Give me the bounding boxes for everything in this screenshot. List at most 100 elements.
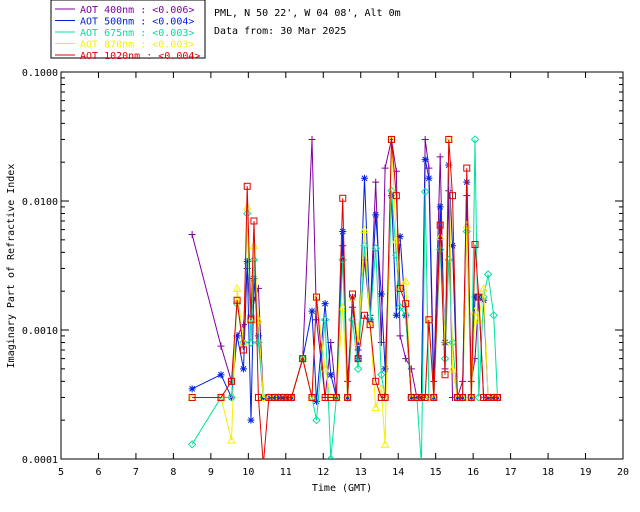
x-tick-label: 20: [617, 467, 629, 478]
legend-entry: AOT 400nm : <0.006>: [80, 5, 194, 16]
x-tick-label: 5: [58, 467, 64, 478]
data-point: [233, 296, 241, 304]
data-point: [380, 439, 390, 448]
data-point: [284, 393, 292, 401]
data-point: [474, 315, 484, 324]
data-point: [353, 364, 363, 374]
data-point: [327, 371, 335, 379]
data-point: [360, 174, 368, 182]
data-point: [421, 155, 429, 163]
data-point: [436, 203, 444, 211]
data-point: [441, 371, 449, 379]
data-point: [381, 164, 389, 172]
data-point: [217, 393, 225, 401]
data-point: [453, 393, 461, 401]
series-line: [192, 139, 498, 459]
date-label: Data from: 30 Mar 2025: [214, 26, 346, 37]
data-point: [493, 393, 501, 401]
data-point: [254, 338, 263, 347]
data-point: [339, 228, 347, 236]
data-point: [413, 393, 421, 401]
x-tick-label: 18: [542, 467, 554, 478]
data-point: [250, 217, 258, 225]
x-tick-label: 7: [133, 467, 139, 478]
data-point: [360, 256, 368, 264]
data-point: [420, 187, 430, 196]
x-tick-label: 15: [430, 467, 442, 478]
data-point: [227, 435, 236, 444]
data-point: [274, 393, 282, 401]
x-axis-ticks: 5 6 7 8 9 10 11 12 13 14 15 16 17 18 19 20: [58, 72, 629, 478]
data-point: [247, 316, 255, 324]
data-point: [459, 393, 467, 401]
data-point: [279, 393, 287, 401]
data-point: [332, 393, 340, 401]
data-point: [308, 393, 316, 401]
x-tick-label: 12: [317, 467, 329, 478]
data-point: [217, 371, 225, 379]
data-point: [239, 346, 247, 354]
data-point: [371, 403, 381, 412]
data-point: [313, 293, 321, 301]
data-point: [243, 182, 251, 190]
data-point: [425, 174, 433, 182]
y-tick-label: 0.1000: [22, 68, 58, 79]
data-point: [396, 284, 404, 292]
data-point: [254, 393, 262, 401]
data-point: [445, 135, 453, 143]
data-point: [360, 311, 368, 319]
legend-items: AOT 400nm : <0.006>AOT 500nm : <0.004>AO…: [55, 5, 200, 62]
data-point: [402, 300, 410, 308]
data-point: [449, 242, 457, 250]
legend-entry: AOT 870nm : <0.003>: [80, 40, 194, 51]
legend-entry: AOT 675nm : <0.003>: [80, 28, 194, 39]
data-point: [377, 384, 386, 393]
data-point: [475, 293, 483, 301]
data-point: [338, 302, 348, 311]
data-point: [430, 393, 438, 401]
data-point: [233, 332, 241, 340]
y-tick-label: 0.0100: [22, 197, 58, 208]
data-point: [483, 270, 493, 279]
data-point: [313, 397, 321, 405]
data-point: [188, 385, 196, 393]
data-point: [436, 221, 444, 229]
legend-box: [50, 0, 206, 59]
data-point: [188, 393, 196, 401]
data-point: [242, 202, 252, 211]
data-point: [360, 241, 369, 250]
data-point: [479, 283, 488, 292]
data-point: [227, 393, 236, 402]
data-point: [471, 293, 479, 301]
data-point: [271, 393, 279, 401]
data-point: [239, 365, 247, 373]
x-tick-label: 14: [392, 467, 404, 478]
data-point: [401, 276, 411, 285]
data-point: [321, 300, 329, 308]
data-point: [392, 311, 400, 319]
data-point: [377, 393, 385, 401]
data-point: [371, 244, 380, 253]
data-point: [435, 245, 445, 254]
data-point: [308, 307, 316, 315]
x-tick-label: 11: [280, 467, 292, 478]
data-point: [339, 194, 347, 202]
data-point: [462, 220, 472, 229]
data-point: [366, 321, 374, 329]
data-point: [449, 192, 457, 200]
data-point: [232, 283, 242, 292]
data-point: [448, 364, 457, 373]
data-point: [249, 241, 259, 250]
data-point: [188, 230, 196, 238]
legend-entry: AOT 1020nm : <0.004>: [80, 51, 200, 62]
series-layer: [187, 134, 502, 459]
data-point: [436, 153, 444, 161]
x-tick-label: 19: [580, 467, 592, 478]
data-point: [344, 393, 352, 401]
data-point: [421, 135, 429, 143]
data-point: [417, 393, 425, 401]
x-tick-label: 6: [95, 467, 101, 478]
data-point: [320, 315, 330, 324]
data-point: [372, 377, 380, 385]
